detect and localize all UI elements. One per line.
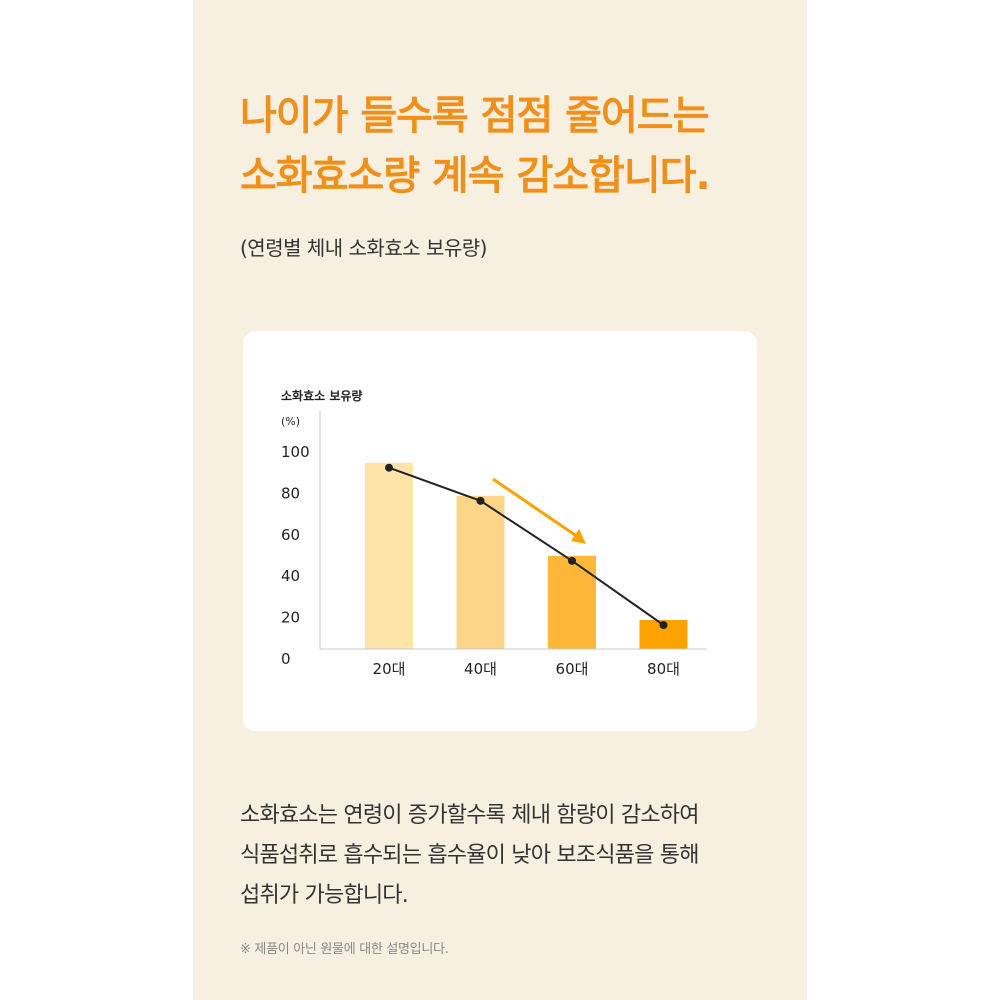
chart-subtitle: (연령별 체내 소화효소 보유량) [240, 236, 487, 260]
trend-line [385, 463, 668, 630]
x-tick-label-60대: 60대 [556, 660, 589, 678]
y-tick-label-60: 60 [281, 526, 300, 544]
y-axis-unit: (%) [281, 415, 300, 428]
description: 소화효소는 연령이 증가할수록 체내 함량이 감소하여 식품섭취로 흡수되는 흡… [240, 796, 699, 916]
x-tick-label-80대: 80대 [647, 660, 680, 678]
trend-polyline [388, 466, 665, 626]
description-line-2: 식품섭취로 흡수되는 흡수율이 낮아 보조식품을 통해 [240, 843, 699, 868]
description-line-1: 소화효소는 연령이 증가할수록 체내 함량이 감소하여 [240, 803, 699, 828]
bars [365, 462, 688, 649]
bar-40대 [456, 495, 505, 649]
chart-card: 소화효소 보유량 (%) 0 20 40 60 80 100 20대 40대 60대 80대 [243, 331, 757, 731]
x-axis-labels: 20대 40대 60대 80대 [373, 660, 680, 678]
trend-point-40대 [476, 496, 485, 505]
x-tick-label-20대: 20대 [373, 660, 406, 678]
trend-point-20대 [385, 463, 393, 472]
headline: 나이가 들수록 점점 줄어드는 소화효소량 계속 감소합니다. [240, 86, 711, 206]
footnote: ※ 제품이 아닌 원물에 대한 설명입니다. [240, 942, 449, 957]
y-axis-ticks: 0 20 40 60 80 100 [281, 443, 310, 668]
headline-line-1: 나이가 들수록 점점 줄어드는 [240, 93, 709, 139]
chart-title: 소화효소 보유량 [281, 388, 362, 403]
trend-point-80대 [659, 621, 668, 630]
trend-arrow-shaft [492, 477, 579, 539]
description-line-3: 섭취가 가능합니다. [240, 883, 409, 908]
trend-arrow [492, 477, 586, 544]
enzyme-bar-chart: 소화효소 보유량 (%) 0 20 40 60 80 100 20대 40대 60대 80대 [281, 388, 707, 678]
y-tick-label-80: 80 [281, 484, 300, 502]
y-tick-label-0: 0 [281, 650, 291, 668]
headline-line-2: 소화효소량 계속 감소합니다. [240, 153, 711, 199]
trend-arrow-head [571, 529, 586, 544]
y-tick-label-20: 20 [281, 609, 300, 627]
bar-60대 [548, 555, 596, 649]
y-tick-label-40: 40 [281, 567, 300, 585]
x-tick-label-40대: 40대 [464, 660, 497, 678]
bar-20대 [365, 462, 413, 649]
y-tick-label-100: 100 [281, 443, 310, 461]
trend-point-60대 [568, 556, 576, 565]
